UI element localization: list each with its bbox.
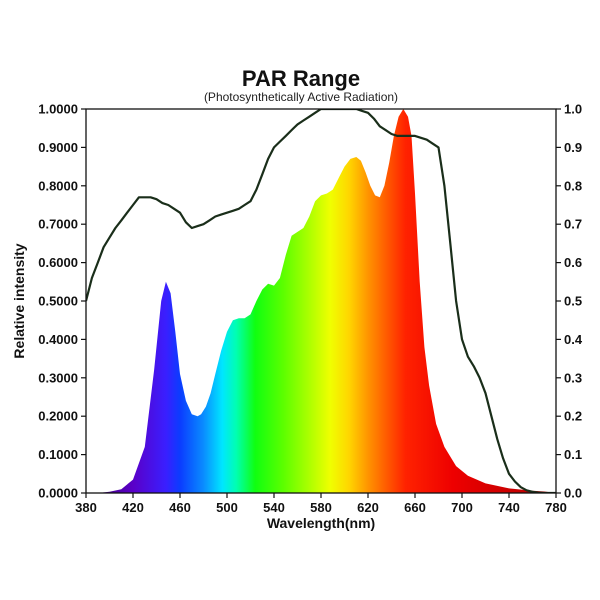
x-tick-label: 740 bbox=[498, 500, 520, 515]
y-right-tick-label: 0.3 bbox=[564, 370, 582, 385]
y-right-tick-label: 0.7 bbox=[564, 217, 582, 232]
y-left-tick-label: 0.6000 bbox=[38, 255, 78, 270]
y-right-tick-label: 0.1 bbox=[564, 447, 582, 462]
x-tick-label: 580 bbox=[310, 500, 332, 515]
y-left-tick-label: 0.9000 bbox=[38, 140, 78, 155]
y-left-tick-label: 0.3000 bbox=[38, 370, 78, 385]
y-left-tick-label: 0.4000 bbox=[38, 332, 78, 347]
y-left-tick-label: 0.0000 bbox=[38, 486, 78, 501]
x-tick-label: 700 bbox=[451, 500, 473, 515]
x-axis-label: Wavelength(nm) bbox=[267, 515, 375, 531]
y-left-tick-label: 0.8000 bbox=[38, 178, 78, 193]
y-right-tick-label: 0.8 bbox=[564, 178, 582, 193]
y-right-tick-label: 0.6 bbox=[564, 255, 582, 270]
y-left-tick-label: 0.7000 bbox=[38, 217, 78, 232]
x-tick-label: 380 bbox=[75, 500, 97, 515]
par-line-series bbox=[86, 109, 556, 493]
y-axis-right-ticks: 0.0 0.1 0.2 0.3 0.4 0.5 0.6 0.7 0.8 0.9 1.0 bbox=[556, 102, 583, 501]
chart-subtitle: (Photosynthetically Active Radiation) bbox=[204, 90, 398, 104]
x-tick-label: 660 bbox=[404, 500, 426, 515]
x-tick-label: 540 bbox=[263, 500, 285, 515]
y-axis-left-ticks: 0.0000 0.1000 0.2000 0.3000 0.4000 0.5000 0.60… bbox=[38, 102, 86, 501]
y-right-tick-label: 0.0 bbox=[564, 486, 582, 501]
spectrum-area-series bbox=[86, 109, 556, 493]
y-right-tick-label: 0.9 bbox=[564, 140, 582, 155]
y-right-tick-label: 0.2 bbox=[564, 409, 582, 424]
x-tick-label: 500 bbox=[216, 500, 238, 515]
chart-title: PAR Range bbox=[242, 66, 360, 91]
y-right-tick-label: 0.5 bbox=[564, 294, 582, 309]
plot-area bbox=[86, 109, 556, 493]
x-tick-label: 460 bbox=[169, 500, 191, 515]
y-right-tick-label: 1.0 bbox=[564, 102, 582, 117]
y-left-tick-label: 0.1000 bbox=[38, 447, 78, 462]
y-left-tick-label: 0.2000 bbox=[38, 409, 78, 424]
x-tick-label: 620 bbox=[357, 500, 379, 515]
y-left-tick-label: 1.0000 bbox=[38, 102, 78, 117]
y-left-tick-label: 0.5000 bbox=[38, 294, 78, 309]
y-right-tick-label: 0.4 bbox=[564, 332, 583, 347]
x-tick-label: 780 bbox=[545, 500, 567, 515]
x-tick-label: 420 bbox=[122, 500, 144, 515]
x-axis-ticks: 380 420 460 500 540 580 620 660 700 740 780 bbox=[75, 493, 567, 515]
y-axis-label: Relative intensity bbox=[11, 243, 27, 358]
